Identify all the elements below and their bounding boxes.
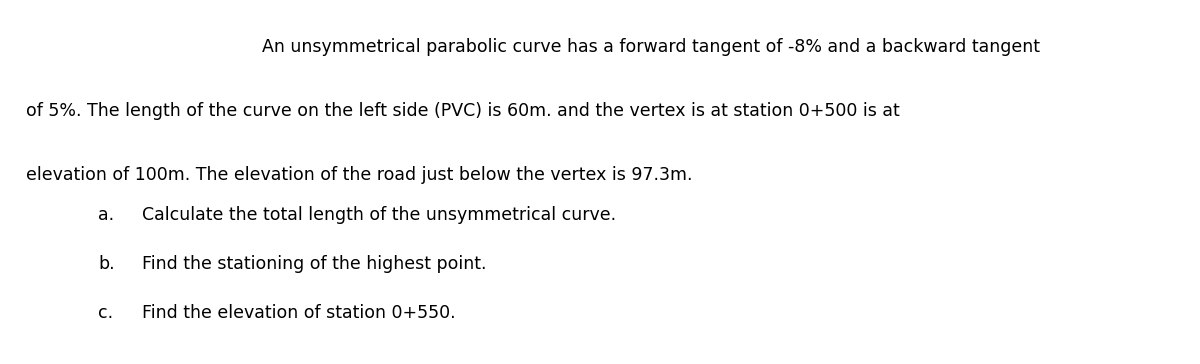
Text: Find the stationing of the highest point.: Find the stationing of the highest point… xyxy=(142,255,486,273)
Text: Find the elevation of station 0+550.: Find the elevation of station 0+550. xyxy=(142,304,455,322)
Text: An unsymmetrical parabolic curve has a forward tangent of -8% and a backward tan: An unsymmetrical parabolic curve has a f… xyxy=(262,38,1039,56)
Text: elevation of 100m. The elevation of the road just below the vertex is 97.3m.: elevation of 100m. The elevation of the … xyxy=(26,166,692,183)
Text: of 5%. The length of the curve on the left side (PVC) is 60m. and the vertex is : of 5%. The length of the curve on the le… xyxy=(26,102,900,120)
Text: Calculate the total length of the unsymmetrical curve.: Calculate the total length of the unsymm… xyxy=(142,206,616,223)
Text: b.: b. xyxy=(98,255,115,273)
Text: a.: a. xyxy=(98,206,114,223)
Text: c.: c. xyxy=(98,304,114,322)
